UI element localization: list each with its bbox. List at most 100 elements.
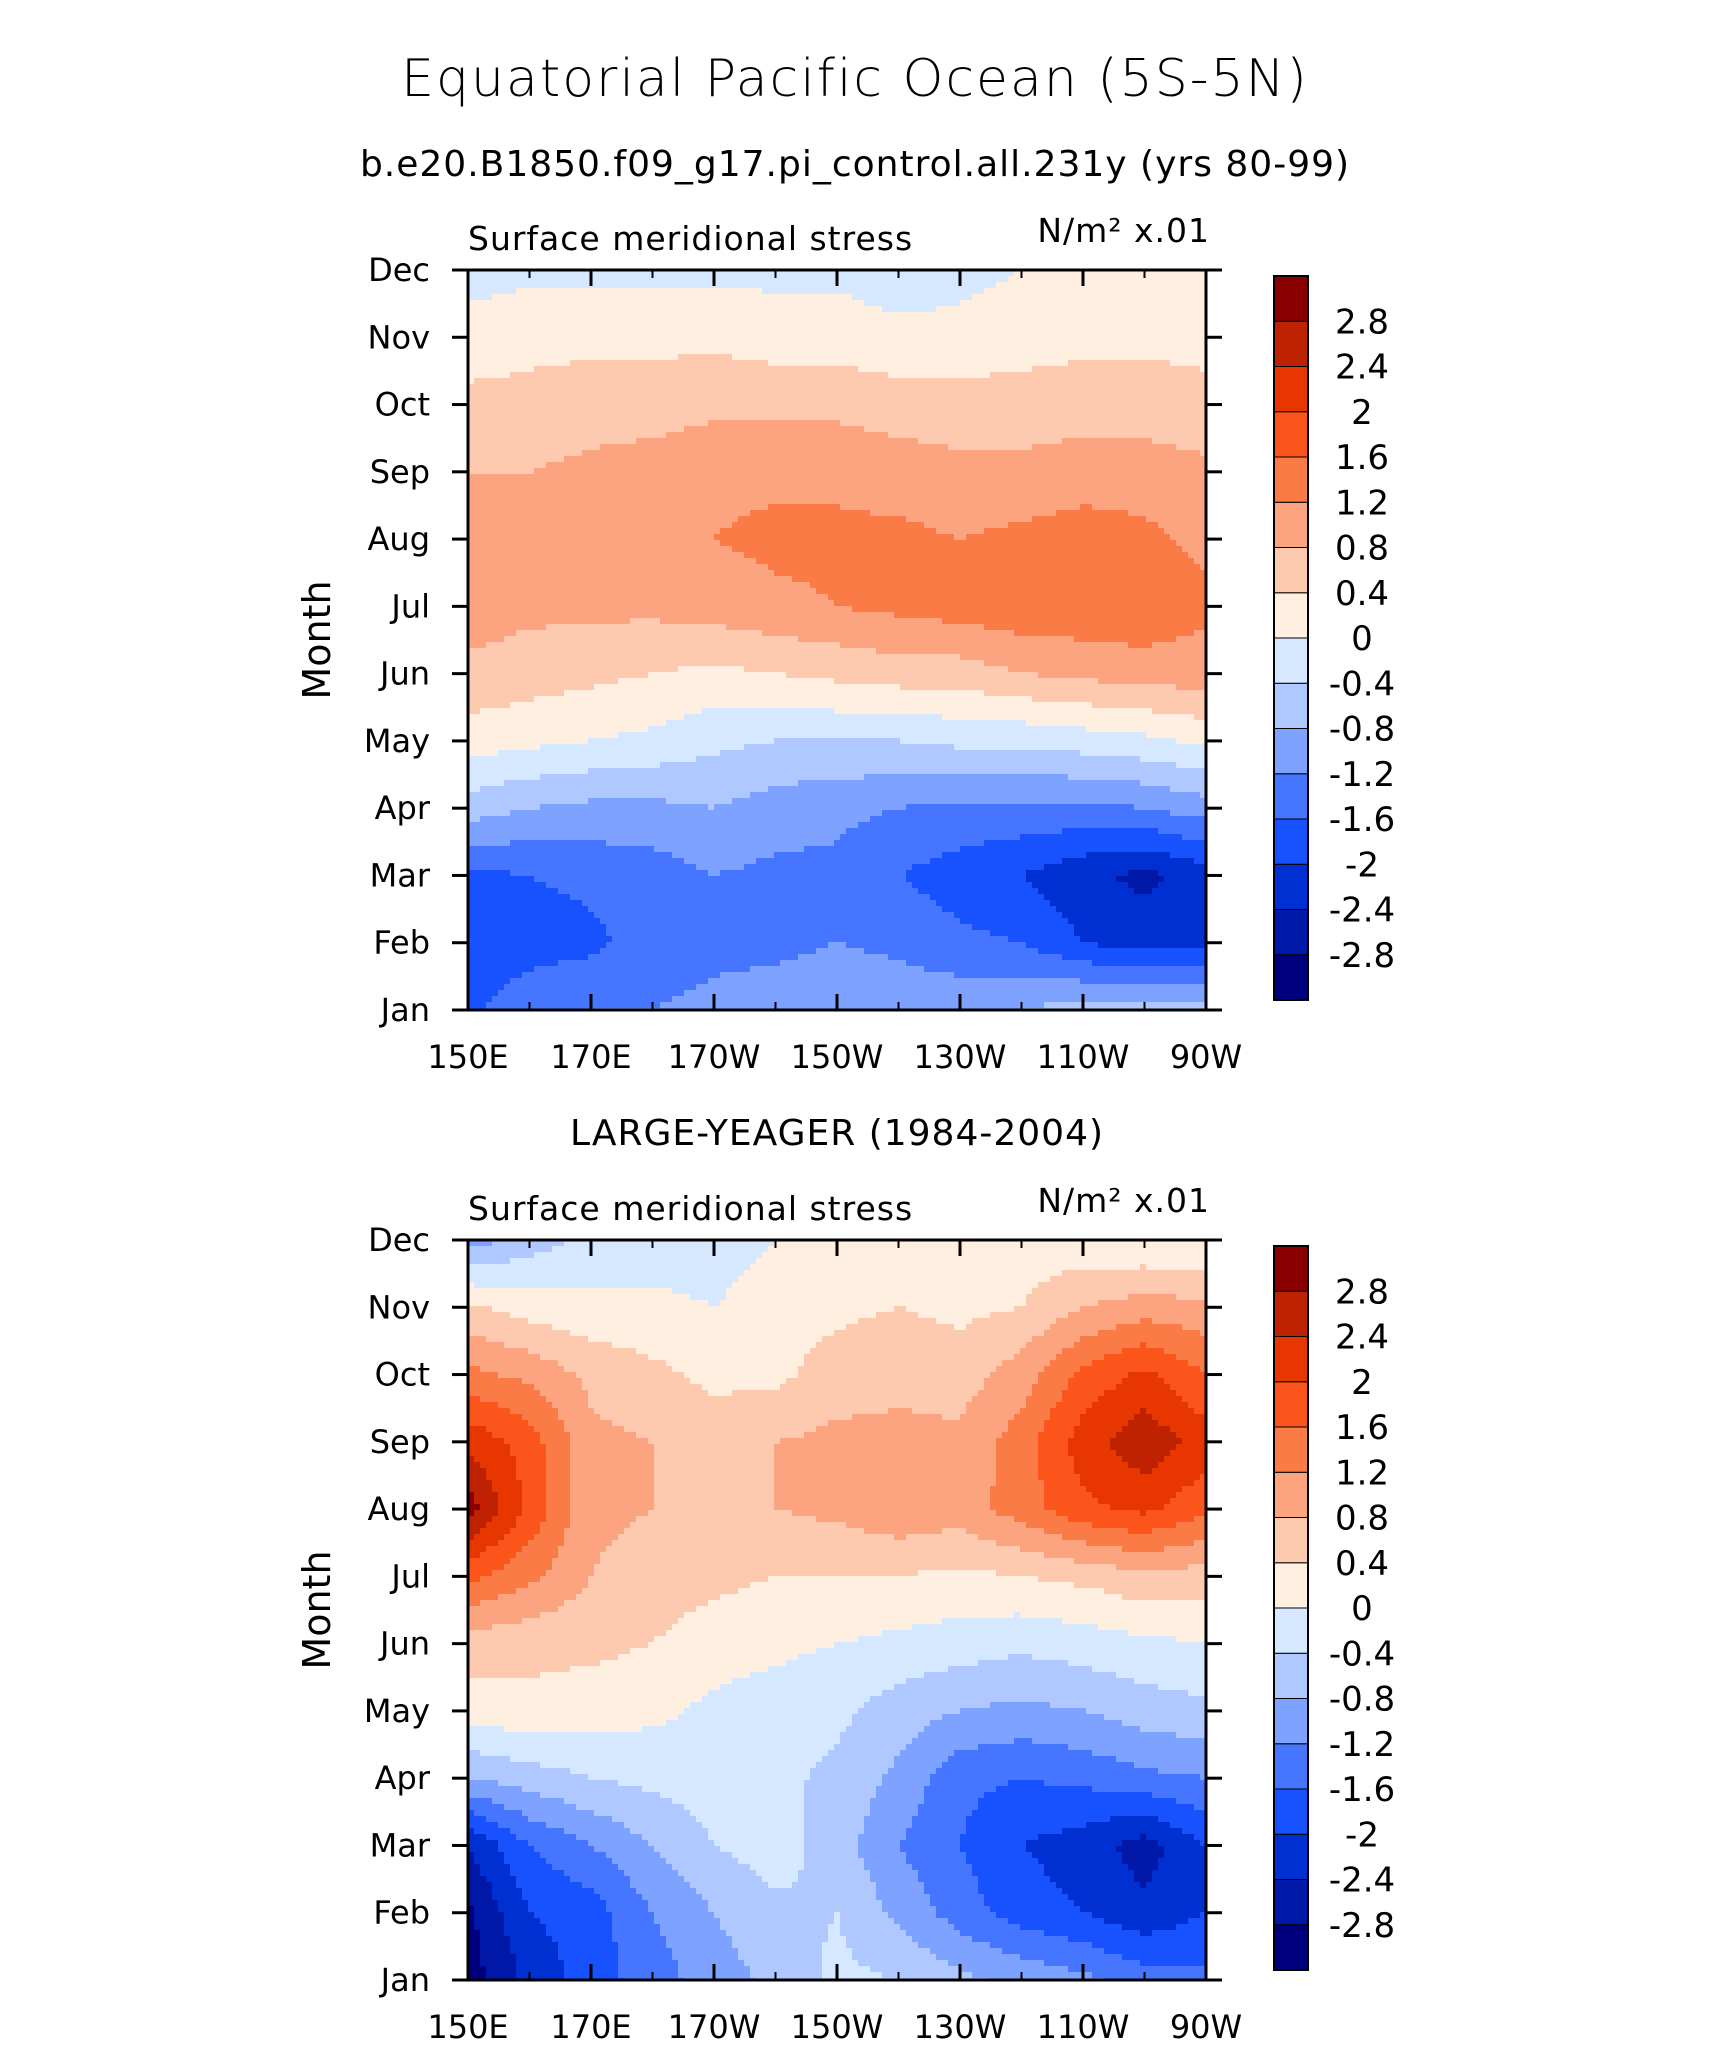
contour-cell <box>762 456 769 463</box>
contour-cell <box>762 288 769 295</box>
contour-cell <box>720 402 727 409</box>
contour-cell <box>732 414 739 421</box>
contour-cell <box>1008 420 1015 427</box>
contour-cell <box>492 426 499 433</box>
contour-cell <box>1068 462 1075 469</box>
contour-cell <box>990 450 997 457</box>
contour-cell <box>492 336 499 343</box>
contour-cell <box>1050 408 1057 415</box>
contour-cell <box>630 498 637 505</box>
contour-cell <box>1002 306 1009 313</box>
contour-cell <box>780 312 787 319</box>
contour-cell <box>840 486 847 493</box>
contour-cell <box>1200 306 1207 313</box>
contour-cell <box>690 390 697 397</box>
contour-cell <box>546 408 553 415</box>
contour-cell <box>1176 360 1183 367</box>
contour-cell <box>726 276 733 283</box>
contour-cell <box>504 342 511 349</box>
contour-cell <box>900 342 907 349</box>
contour-cell <box>1176 336 1183 343</box>
contour-cell <box>858 390 865 397</box>
contour-cell <box>696 468 703 475</box>
contour-cell <box>1104 378 1111 385</box>
contour-cell <box>498 510 505 517</box>
contour-cell <box>678 372 685 379</box>
contour-cell <box>798 492 805 499</box>
contour-cell <box>822 438 829 445</box>
contour-cell <box>984 480 991 487</box>
contour-cell <box>1188 408 1195 415</box>
contour-cell <box>858 426 865 433</box>
contour-cell <box>1116 372 1123 379</box>
contour-cell <box>750 414 757 421</box>
contour-cell <box>894 450 901 457</box>
contour-cell <box>738 270 745 277</box>
contour-cell <box>1074 498 1081 505</box>
contour-cell <box>486 378 493 385</box>
contour-cell <box>846 294 853 301</box>
contour-cell <box>1176 324 1183 331</box>
contour-cell <box>468 378 475 385</box>
contour-cell <box>858 384 865 391</box>
contour-cell <box>984 462 991 469</box>
contour-cell <box>912 390 919 397</box>
contour-cell <box>720 414 727 421</box>
contour-cell <box>966 372 973 379</box>
contour-cell <box>594 426 601 433</box>
contour-cell <box>894 462 901 469</box>
contour-cell <box>648 390 655 397</box>
contour-cell <box>1146 306 1153 313</box>
contour-cell <box>780 498 787 505</box>
contour-cell <box>1092 276 1099 283</box>
contour-cell <box>816 324 823 331</box>
contour-cell <box>606 390 613 397</box>
contour-cell <box>720 504 727 511</box>
contour-cell <box>1116 306 1123 313</box>
contour-cell <box>1140 288 1147 295</box>
contour-cell <box>612 456 619 463</box>
contour-cell <box>708 498 715 505</box>
contour-cell <box>1110 492 1117 499</box>
contour-cell <box>678 330 685 337</box>
contour-cell <box>672 300 679 307</box>
contour-cell <box>852 294 859 301</box>
contour-cell <box>852 348 859 355</box>
contour-cell <box>1110 306 1117 313</box>
contour-cell <box>570 462 577 469</box>
contour-cell <box>1020 426 1027 433</box>
contour-cell <box>720 432 727 439</box>
contour-cell <box>726 294 733 301</box>
contour-cell <box>954 324 961 331</box>
contour-cell <box>576 486 583 493</box>
contour-cell <box>570 312 577 319</box>
contour-cell <box>828 486 835 493</box>
contour-cell <box>858 510 865 517</box>
contour-cell <box>834 300 841 307</box>
contour-cell <box>732 504 739 511</box>
contour-cell <box>498 372 505 379</box>
contour-cell <box>1062 396 1069 403</box>
contour-cell <box>774 330 781 337</box>
contour-cell <box>948 450 955 457</box>
contour-cell <box>630 468 637 475</box>
contour-cell <box>816 384 823 391</box>
contour-cell <box>726 270 733 277</box>
contour-cell <box>1008 432 1015 439</box>
contour-cell <box>966 474 973 481</box>
contour-cell <box>882 294 889 301</box>
contour-cell <box>528 504 535 511</box>
contour-cell <box>906 474 913 481</box>
contour-cell <box>678 474 685 481</box>
contour-cell <box>804 414 811 421</box>
contour-cell <box>624 474 631 481</box>
contour-cell <box>780 420 787 427</box>
contour-cell <box>1080 372 1087 379</box>
contour-cell <box>1146 450 1153 457</box>
contour-cell <box>564 330 571 337</box>
contour-cell <box>990 306 997 313</box>
contour-cell <box>1068 318 1075 325</box>
contour-cell <box>870 396 877 403</box>
contour-cell <box>744 504 751 511</box>
contour-cell <box>696 456 703 463</box>
